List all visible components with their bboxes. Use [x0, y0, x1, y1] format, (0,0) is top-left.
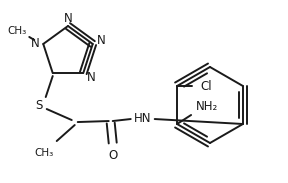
- Text: NH₂: NH₂: [196, 100, 218, 113]
- Text: HN: HN: [134, 111, 151, 125]
- Text: N: N: [97, 34, 106, 47]
- Text: N: N: [87, 70, 96, 83]
- Text: Cl: Cl: [200, 79, 212, 92]
- Text: O: O: [108, 149, 117, 162]
- Text: S: S: [35, 98, 42, 111]
- Text: CH₃: CH₃: [34, 148, 53, 158]
- Text: CH₃: CH₃: [8, 26, 27, 36]
- Text: N: N: [64, 12, 72, 25]
- Text: N: N: [31, 38, 40, 51]
